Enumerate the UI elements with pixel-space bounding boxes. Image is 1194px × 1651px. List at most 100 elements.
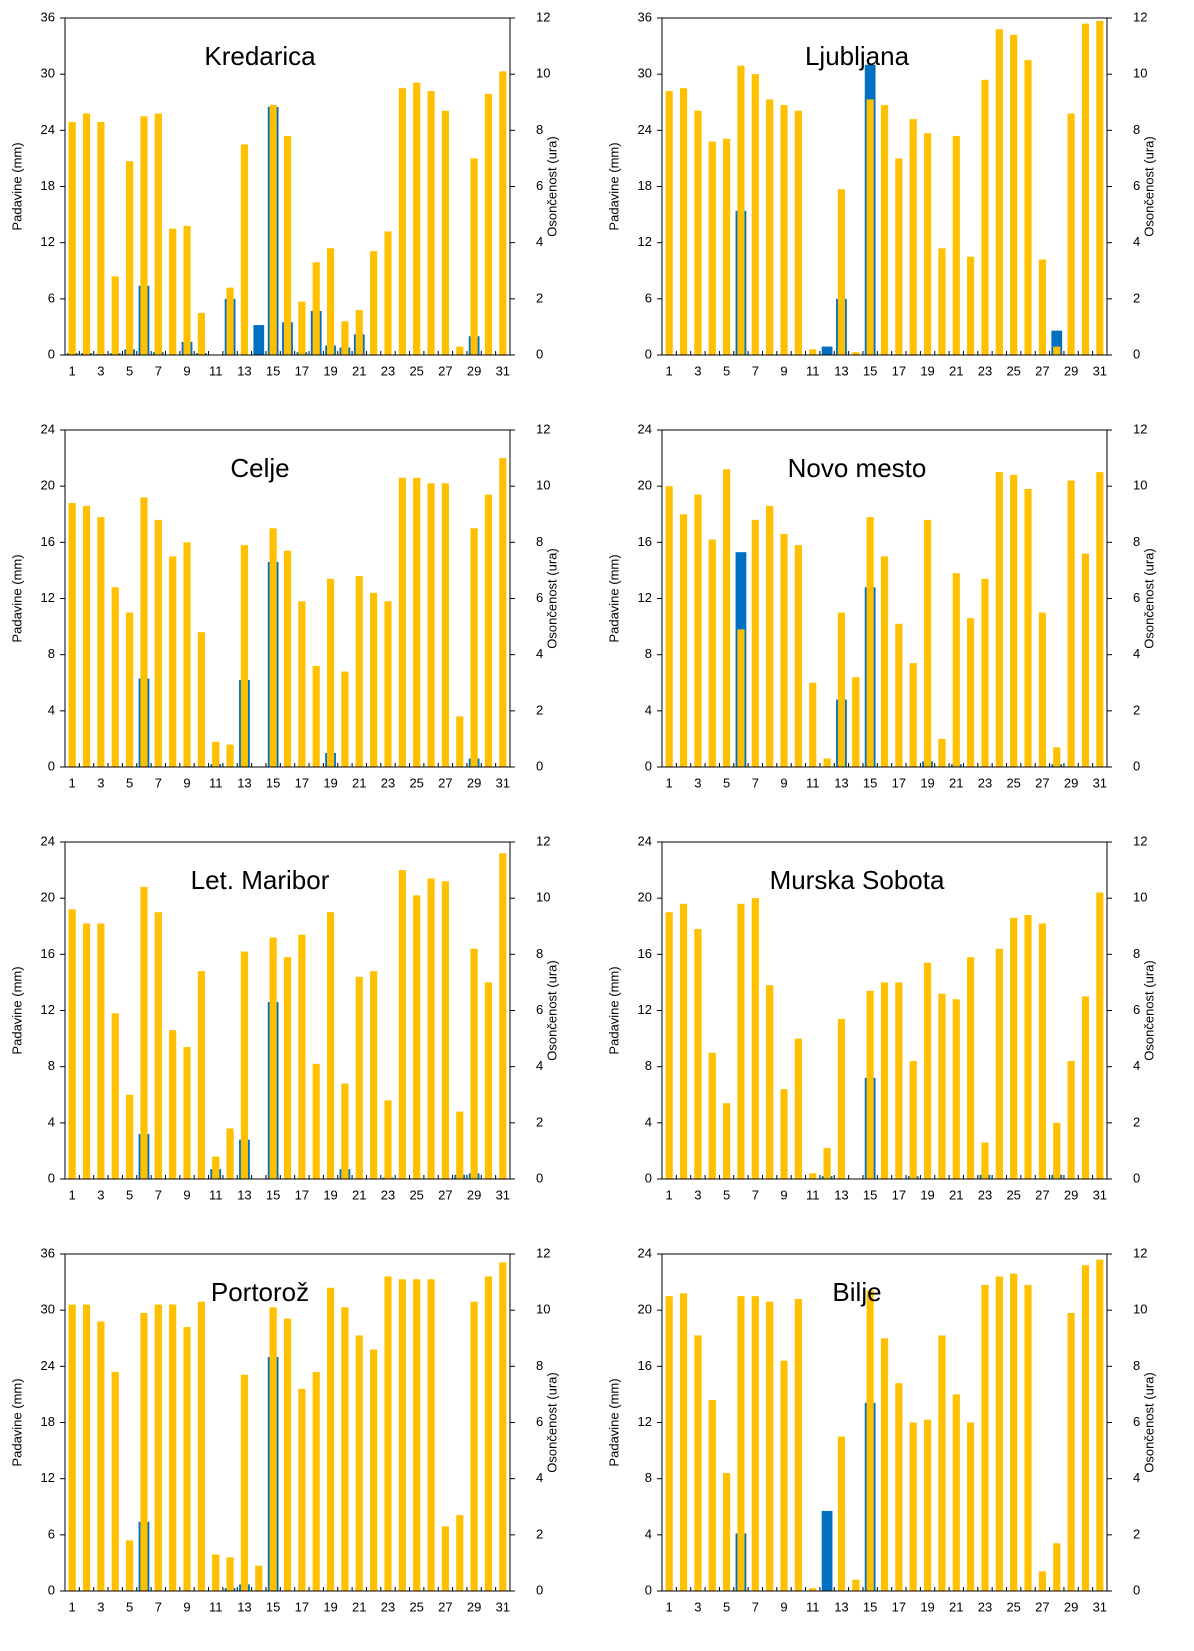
y2-axis-label: Osončenost (ura) — [544, 548, 559, 648]
x-tick-label: 15 — [863, 1599, 877, 1614]
bar — [97, 923, 105, 1179]
bar — [154, 113, 162, 355]
bar — [140, 497, 148, 767]
x-tick-label: 5 — [126, 775, 133, 790]
y-tick-label: 8 — [645, 1058, 652, 1073]
bar — [283, 135, 292, 355]
bar — [866, 99, 874, 355]
x-tick-label: 25 — [1006, 775, 1020, 790]
bar — [283, 550, 292, 767]
y2-tick-label: 12 — [1133, 1245, 1147, 1260]
y-tick-label: 4 — [645, 1114, 652, 1129]
x-tick-label: 27 — [438, 363, 452, 378]
bar — [355, 976, 363, 1179]
y2-tick-label: 6 — [536, 590, 543, 605]
bar — [140, 116, 148, 356]
bar — [1081, 553, 1090, 767]
bar — [694, 494, 702, 767]
x-tick-label: 23 — [978, 1187, 992, 1202]
x-tick-label: 5 — [126, 1599, 133, 1614]
bar — [794, 110, 802, 355]
y2-tick-label: 10 — [1133, 1302, 1147, 1317]
bar — [679, 903, 688, 1179]
y2-tick-label: 6 — [536, 1002, 543, 1017]
bar — [694, 1335, 702, 1591]
y-tick-label: 0 — [48, 1582, 55, 1597]
y2-axis-label: Osončenost (ura) — [1141, 136, 1156, 236]
bar — [212, 1156, 220, 1179]
bar — [1038, 1571, 1046, 1591]
bar — [665, 91, 673, 356]
y-tick-label: 24 — [638, 122, 652, 137]
y-tick-label: 6 — [48, 290, 55, 305]
x-tick-label: 15 — [266, 363, 280, 378]
x-tick-label: 31 — [496, 775, 510, 790]
y-tick-label: 24 — [41, 833, 55, 848]
x-tick-label: 25 — [409, 1187, 423, 1202]
y-tick-label: 0 — [645, 1170, 652, 1185]
bar — [679, 88, 688, 355]
bar — [484, 1276, 493, 1591]
bar — [952, 573, 960, 767]
bar — [169, 1304, 177, 1591]
bar — [679, 1293, 688, 1591]
bar — [708, 1052, 716, 1179]
x-tick-label: 27 — [1035, 1599, 1049, 1614]
bar — [384, 601, 392, 767]
bar — [499, 458, 507, 767]
x-tick-label: 9 — [183, 363, 190, 378]
x-tick-label: 11 — [806, 1187, 820, 1202]
bar — [981, 1284, 989, 1591]
y-tick-label: 12 — [638, 1002, 652, 1017]
bar — [197, 971, 205, 1179]
bar — [895, 1383, 903, 1591]
x-tick-label: 23 — [381, 363, 395, 378]
x-tick-label: 17 — [892, 363, 906, 378]
x-tick-label: 21 — [949, 1187, 963, 1202]
bar — [456, 346, 464, 355]
bar — [169, 1030, 177, 1179]
bar — [751, 1296, 759, 1591]
bar — [312, 262, 320, 355]
y2-tick-label: 6 — [536, 1414, 543, 1429]
bar — [708, 539, 716, 767]
bar — [341, 321, 349, 355]
x-tick-label: 5 — [723, 1599, 730, 1614]
x-tick-label: 1 — [666, 1187, 673, 1202]
x-tick-label: 13 — [237, 363, 251, 378]
bar — [694, 929, 702, 1179]
y-axis-label: Padavine (mm) — [606, 142, 621, 230]
y2-tick-label: 8 — [536, 122, 543, 137]
bar — [68, 503, 76, 767]
y-tick-label: 20 — [638, 478, 652, 493]
y-tick-label: 12 — [638, 234, 652, 249]
bar — [427, 878, 435, 1179]
x-tick-label: 7 — [752, 1187, 759, 1202]
bar — [499, 71, 507, 355]
bar — [398, 477, 406, 767]
bar — [1024, 488, 1032, 767]
bar — [413, 1279, 421, 1591]
bar — [708, 141, 716, 355]
bar — [938, 738, 946, 767]
bar — [312, 665, 320, 767]
bar — [909, 1422, 917, 1591]
y2-tick-label: 0 — [1133, 1582, 1140, 1597]
bar — [226, 1128, 234, 1179]
y2-tick-label: 8 — [1133, 1358, 1140, 1373]
bar — [737, 65, 745, 355]
bar — [154, 519, 162, 767]
bar — [766, 99, 774, 355]
y2-axis-label: Osončenost (ura) — [1141, 548, 1156, 648]
x-tick-label: 15 — [863, 775, 877, 790]
y-axis-label: Padavine (mm) — [9, 966, 24, 1054]
bar — [398, 88, 406, 355]
bar — [111, 1371, 119, 1591]
x-tick-label: 25 — [409, 775, 423, 790]
chart-title: Celje — [230, 453, 289, 483]
y-tick-label: 18 — [638, 178, 652, 193]
bar — [909, 1061, 917, 1179]
bar — [169, 228, 177, 355]
bar — [326, 578, 335, 767]
y-tick-label: 8 — [48, 1058, 55, 1073]
